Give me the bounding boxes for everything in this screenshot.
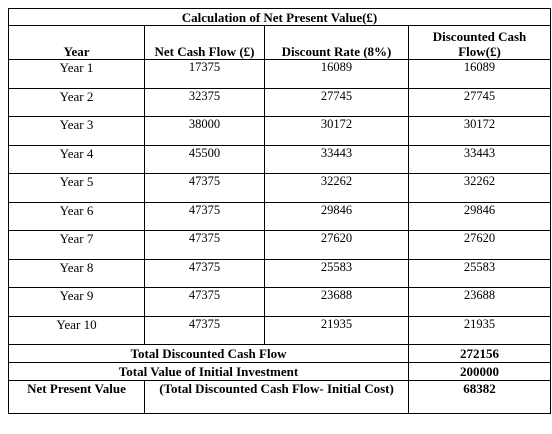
cell-net-cash-flow: 47375: [144, 258, 265, 288]
table-title: Calculation of Net Present Value(£): [7, 8, 552, 26]
table-row: Year 2 32375 27745 27745: [8, 87, 552, 117]
table-title-row: Calculation of Net Present Value(£): [7, 8, 552, 26]
npv-value: 68382: [407, 380, 552, 414]
cell-discounted-cash-flow: 32262: [407, 173, 552, 203]
cell-year: Year 2: [8, 87, 145, 117]
cell-discount-rate: 25583: [264, 258, 409, 288]
cell-discount-rate: 30172: [264, 116, 409, 146]
cell-discount-rate: 33443: [264, 144, 409, 174]
cell-net-cash-flow: 47375: [144, 287, 265, 317]
cell-year: Year 4: [8, 144, 145, 174]
cell-discounted-cash-flow: 25583: [407, 258, 552, 288]
cell-discount-rate: 27745: [264, 87, 409, 117]
cell-net-cash-flow: 45500: [144, 144, 265, 174]
table-row: Year 4 45500 33443 33443: [8, 144, 552, 174]
cell-discounted-cash-flow: 27620: [407, 230, 552, 260]
table-row: Year 5 47375 32262 32262: [8, 173, 552, 203]
cell-discount-rate: 23688: [264, 287, 409, 317]
cell-year: Year 5: [8, 173, 145, 203]
cell-year: Year 10: [8, 315, 145, 345]
cell-discount-rate: 29846: [264, 201, 409, 231]
cell-net-cash-flow: 38000: [144, 116, 265, 146]
cell-net-cash-flow: 47375: [144, 315, 265, 345]
cell-discount-rate: 21935: [264, 315, 409, 345]
table-row: Year 6 47375 29846 29846: [8, 201, 552, 231]
initial-investment-label: Total Value of Initial Investment: [8, 362, 409, 381]
cell-net-cash-flow: 17375: [144, 59, 265, 89]
cell-discounted-cash-flow: 29846: [407, 201, 552, 231]
npv-table-container: Calculation of Net Present Value(£) Year…: [7, 8, 552, 414]
initial-investment-value: 200000: [407, 362, 552, 381]
cell-discounted-cash-flow: 16089: [407, 59, 552, 89]
cell-year: Year 1: [8, 59, 145, 89]
cell-discount-rate: 32262: [264, 173, 409, 203]
cell-year: Year 9: [8, 287, 145, 317]
cell-net-cash-flow: 47375: [144, 173, 265, 203]
table-row: Year 8 47375 25583 25583: [8, 258, 552, 288]
cell-discounted-cash-flow: 33443: [407, 144, 552, 174]
npv-row: Net Present Value (Total Discounted Cash…: [8, 380, 552, 414]
table-header-row: Year Net Cash Flow (£) Discount Rate (8%…: [8, 25, 552, 60]
table-row: Year 7 47375 27620 27620: [8, 230, 552, 260]
cell-net-cash-flow: 32375: [144, 87, 265, 117]
npv-table: Calculation of Net Present Value(£) Year…: [7, 8, 552, 414]
total-discounted-row: Total Discounted Cash Flow 272156: [8, 344, 552, 363]
cell-year: Year 6: [8, 201, 145, 231]
table-row: Year 3 38000 30172 30172: [8, 116, 552, 146]
cell-year: Year 3: [8, 116, 145, 146]
table-row: Year 9 47375 23688 23688: [8, 287, 552, 317]
total-discounted-label: Total Discounted Cash Flow: [8, 344, 409, 363]
cell-year: Year 8: [8, 258, 145, 288]
cell-net-cash-flow: 47375: [144, 201, 265, 231]
cell-discounted-cash-flow: 27745: [407, 87, 552, 117]
cell-discounted-cash-flow: 21935: [407, 315, 552, 345]
header-discounted-cash-flow: Discounted Cash Flow(£): [407, 25, 552, 60]
cell-discount-rate: 16089: [264, 59, 409, 89]
header-year: Year: [8, 25, 145, 60]
cell-discount-rate: 27620: [264, 230, 409, 260]
total-discounted-value: 272156: [407, 344, 552, 363]
npv-label: Net Present Value: [8, 380, 145, 414]
cell-year: Year 7: [8, 230, 145, 260]
table-row: Year 10 47375 21935 21935: [8, 315, 552, 345]
cell-discounted-cash-flow: 30172: [407, 116, 552, 146]
npv-formula: (Total Discounted Cash Flow- Initial Cos…: [144, 380, 409, 414]
initial-investment-row: Total Value of Initial Investment 200000: [8, 362, 552, 381]
header-net-cash-flow: Net Cash Flow (£): [144, 25, 265, 60]
header-discount-rate: Discount Rate (8%): [264, 25, 409, 60]
table-row: Year 1 17375 16089 16089: [8, 59, 552, 89]
cell-discounted-cash-flow: 23688: [407, 287, 552, 317]
cell-net-cash-flow: 47375: [144, 230, 265, 260]
